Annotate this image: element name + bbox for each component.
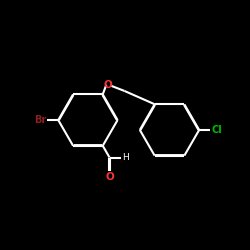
Text: O: O: [104, 80, 113, 90]
Text: O: O: [105, 172, 114, 182]
Text: H: H: [122, 153, 129, 162]
Text: Cl: Cl: [212, 125, 222, 135]
Text: Br: Br: [34, 115, 46, 125]
